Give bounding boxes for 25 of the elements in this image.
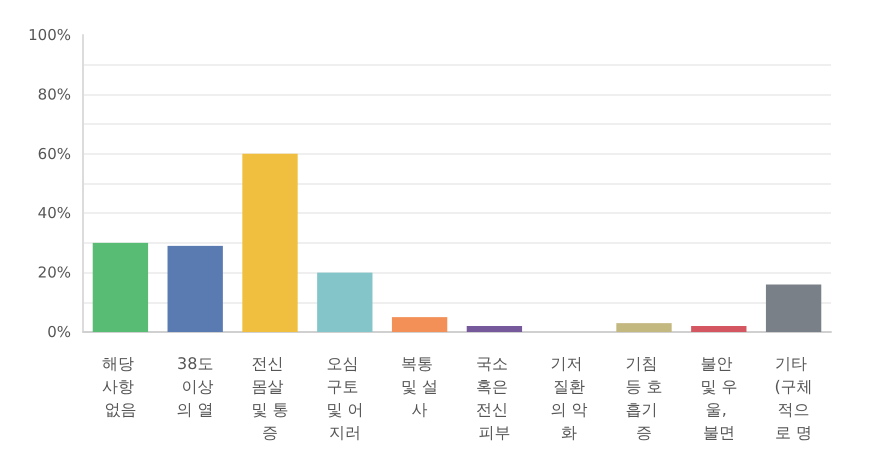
x-tick-label: 기침 등 호흡기 증 (625, 354, 663, 442)
bar (168, 246, 223, 332)
bar (466, 326, 522, 332)
x-tick-label: 38도 이상의 열 (176, 354, 214, 419)
bar (92, 242, 148, 332)
x-tick-label: 국소 혹은 전신 피부 (476, 354, 513, 442)
y-tick-label: 60% (38, 144, 71, 163)
y-tick-label: 20% (38, 264, 71, 282)
y-tick-label: 100% (28, 26, 71, 44)
bar (392, 317, 448, 332)
x-tick-label: 오심 구토 및 어지러 (326, 354, 364, 442)
bar (616, 323, 672, 332)
x-tick-label: 전신 몸살 및 통증 (251, 354, 289, 442)
bar (691, 326, 746, 332)
y-tick-label: 40% (38, 204, 71, 222)
x-tick-label: 복통 및 설사 (401, 354, 438, 419)
x-tick-label: 불안 및 우울, 불면 (700, 354, 738, 442)
bar (317, 272, 372, 332)
x-tick-label: 해당 사항 없음 (102, 354, 139, 419)
bar (766, 284, 822, 332)
y-tick-label: 0% (47, 323, 71, 341)
bar (242, 154, 298, 332)
x-tick-label: 기타 (구체적으로 명 (774, 354, 813, 442)
x-tick-label: 기저 질환의 악화 (550, 354, 588, 442)
y-tick-label: 80% (38, 85, 71, 104)
